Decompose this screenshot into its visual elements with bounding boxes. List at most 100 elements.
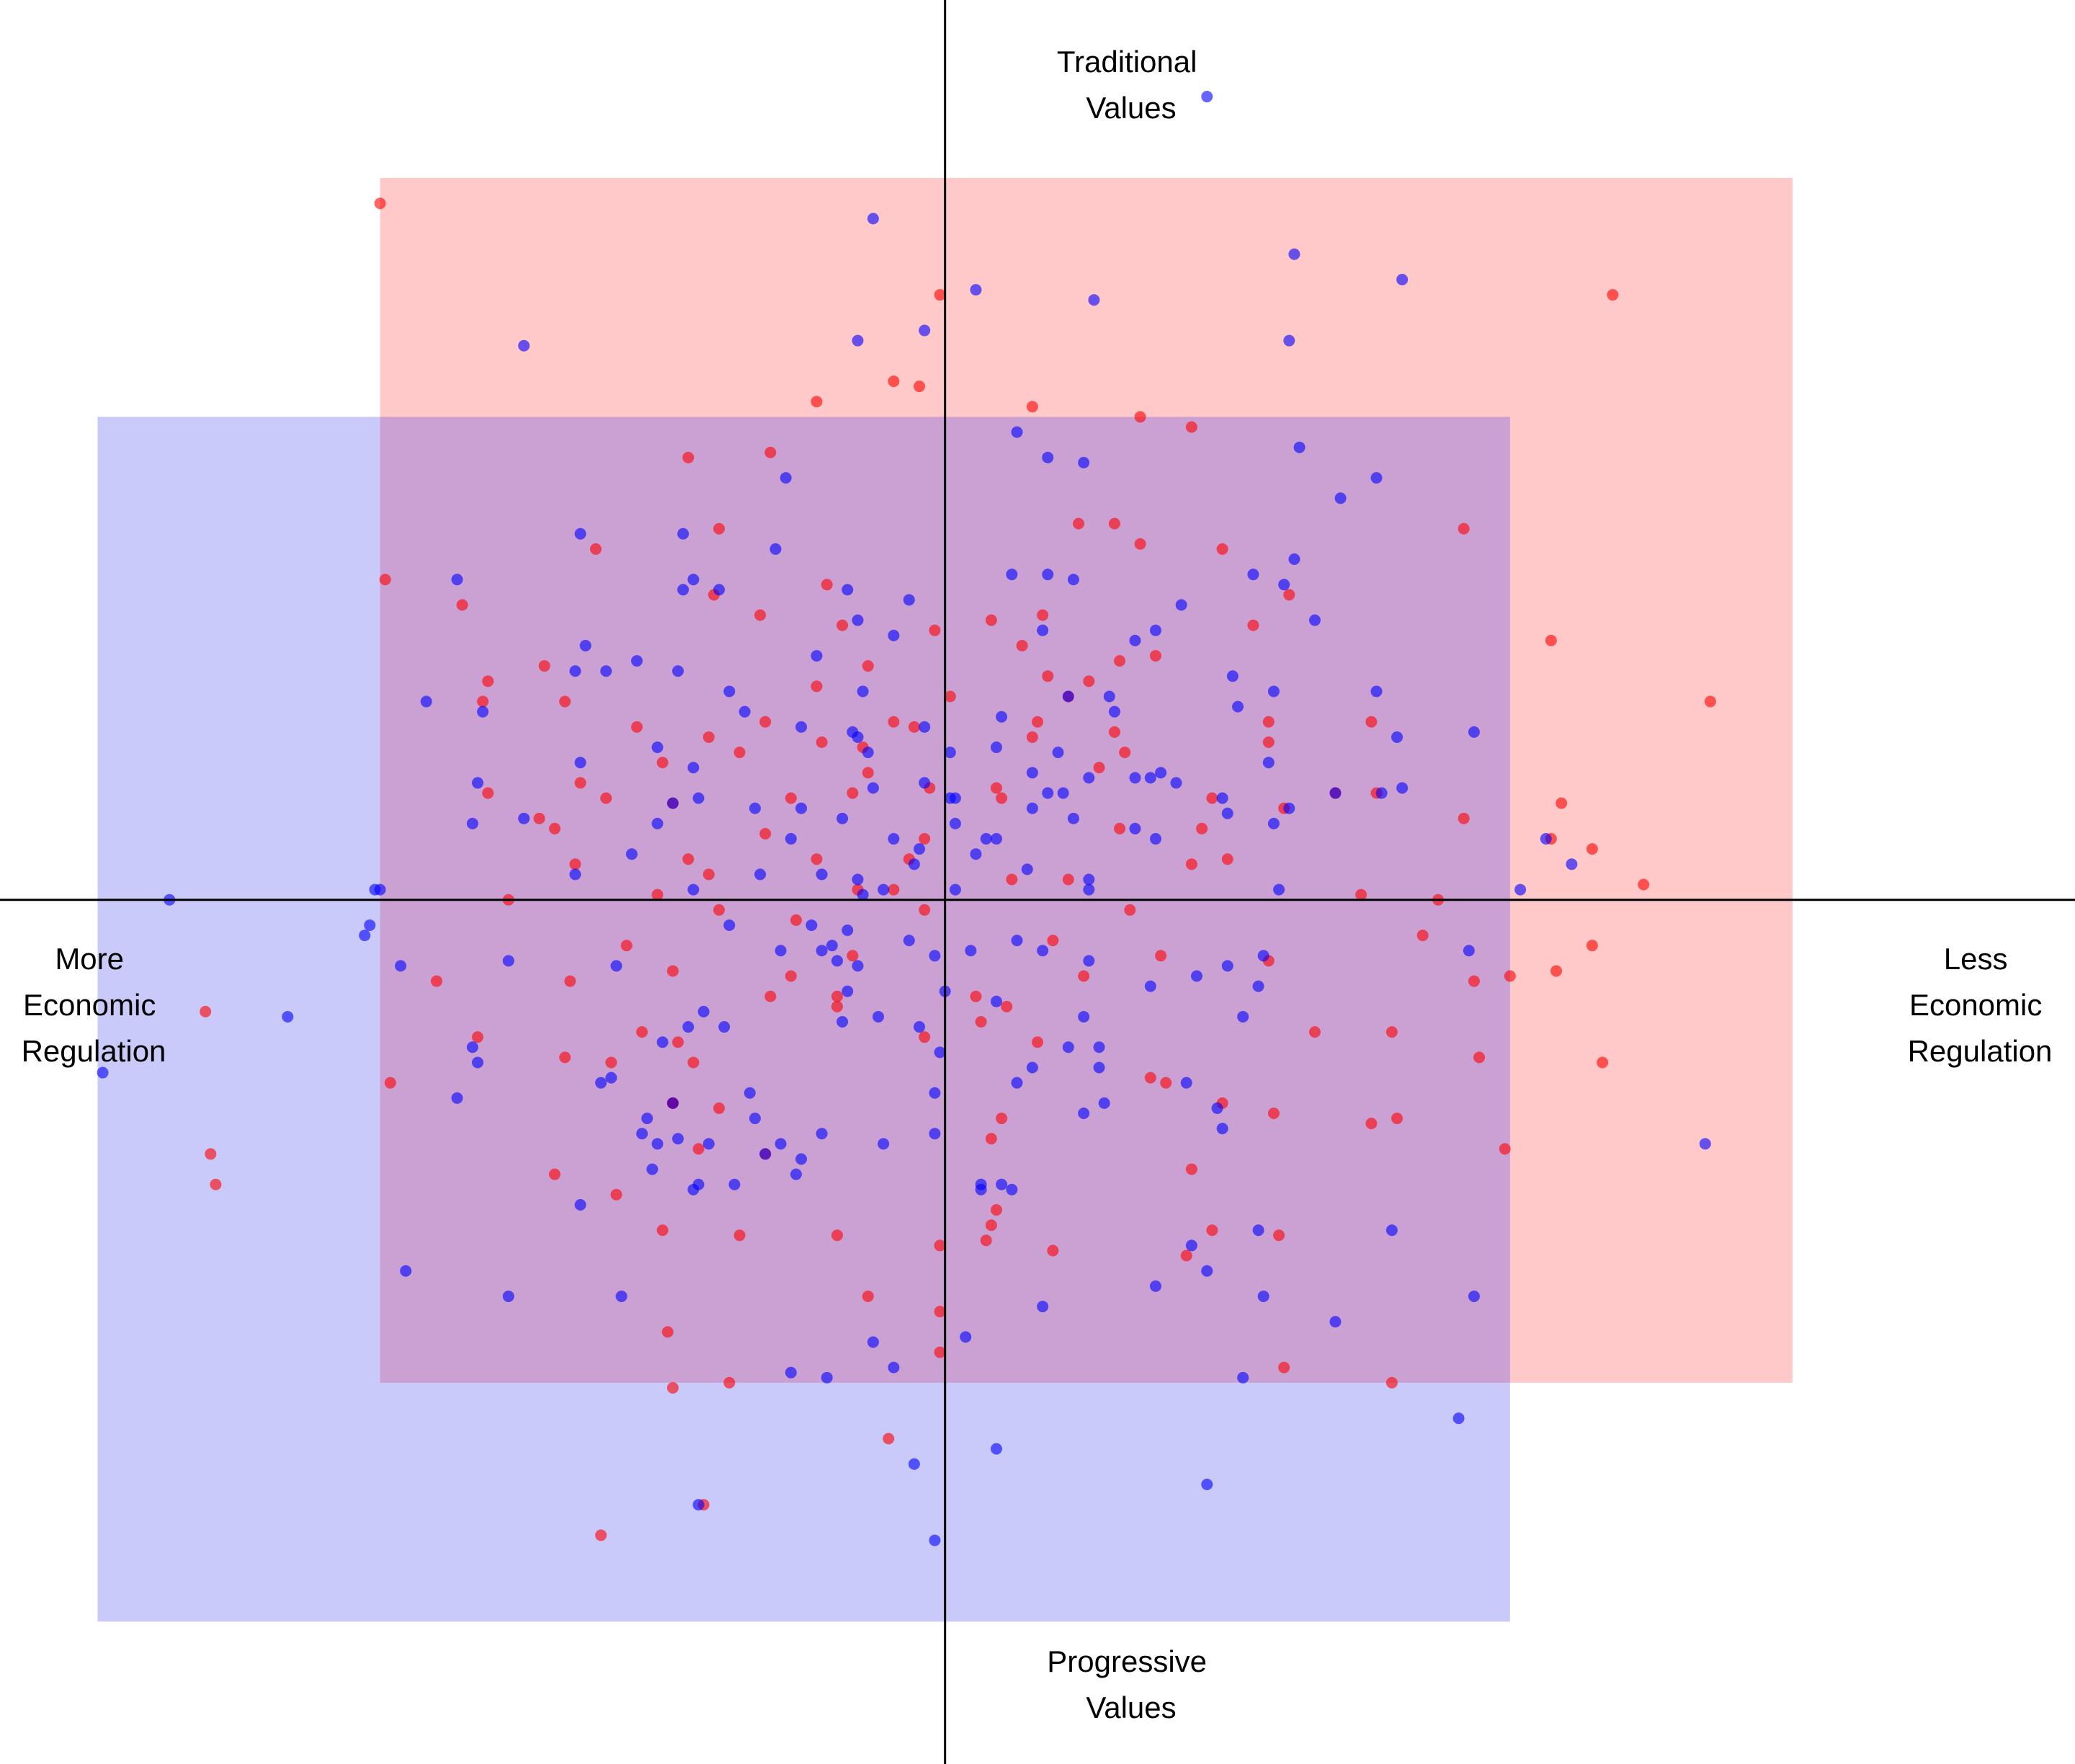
blue-point [1216, 1123, 1228, 1135]
blue-point [990, 741, 1002, 754]
red-point [811, 853, 823, 865]
red-point [811, 396, 823, 408]
blue-point [1078, 1010, 1090, 1023]
blue-point [1175, 599, 1187, 611]
blue-point [687, 1183, 700, 1195]
red-point [374, 197, 386, 210]
blue-point [960, 1331, 972, 1343]
red-point [980, 1234, 992, 1247]
blue-point [1257, 1290, 1269, 1302]
left-axis-label-line-2: Economic [23, 988, 156, 1022]
red-point [1247, 619, 1259, 631]
blue-point [518, 812, 530, 824]
red-point [1196, 822, 1208, 834]
blue-point [744, 1087, 756, 1099]
red-point [1206, 1224, 1218, 1237]
blue-point [502, 955, 514, 967]
red-point [1385, 1026, 1398, 1038]
red-point [1586, 843, 1598, 855]
red-point [785, 970, 797, 982]
blue-point [1149, 833, 1161, 845]
red-point [1062, 873, 1074, 886]
top-axis-label-line-2: Values [1086, 91, 1176, 125]
blue-point [826, 940, 838, 952]
red-point [538, 660, 550, 672]
red-point [831, 990, 843, 1002]
blue-point [451, 574, 463, 586]
blue-point [806, 919, 818, 931]
blue-point [651, 1138, 664, 1150]
red-point [759, 827, 772, 839]
red-point [759, 716, 772, 728]
blue-point [1011, 426, 1023, 438]
blue-point [990, 995, 1002, 1007]
red-point [1283, 589, 1295, 601]
red-point [1458, 522, 1470, 535]
blue-point [466, 1041, 478, 1054]
blue-point [1057, 787, 1069, 799]
blue-point [1042, 787, 1054, 799]
red-point [1016, 639, 1028, 651]
blue-point [1385, 1224, 1398, 1237]
red-point [1026, 401, 1038, 413]
blue-point [1190, 970, 1202, 982]
red-point [847, 950, 859, 962]
blue-point [1232, 700, 1244, 713]
blue-point [471, 777, 483, 789]
blue-point [852, 614, 864, 626]
blue-point [728, 1178, 741, 1190]
blue-point [754, 868, 767, 881]
red-point [1185, 858, 1197, 870]
blue-point [1252, 980, 1264, 992]
blue-point [466, 817, 478, 829]
red-point [1586, 940, 1598, 952]
blue-point [738, 705, 751, 718]
blue-point [1067, 812, 1079, 824]
blue-point [723, 919, 736, 931]
red-point [985, 614, 997, 626]
blue-point [718, 1021, 731, 1033]
blue-point [919, 777, 931, 789]
red-point [1391, 1113, 1404, 1125]
blue-point [1170, 777, 1182, 789]
blue-point [646, 1163, 659, 1175]
blue-point [816, 1128, 828, 1140]
red-point [790, 914, 802, 926]
blue-point [636, 1128, 648, 1140]
blue-point [569, 868, 581, 881]
blue-point [682, 1021, 695, 1033]
blue-point [1201, 91, 1213, 103]
blue-point [908, 858, 920, 870]
blue-point [1067, 574, 1079, 586]
blue-point [1011, 1077, 1023, 1089]
blue-point [1334, 492, 1347, 504]
blue-point [1283, 334, 1295, 347]
blue-point [400, 1265, 412, 1277]
blue-point [1566, 858, 1578, 870]
left-axis-label: More Economic Regulation [22, 942, 166, 1068]
blue-point [687, 762, 700, 774]
red-point [888, 716, 900, 728]
red-point [1047, 935, 1059, 947]
blue-point [996, 1178, 1008, 1190]
blue-point [944, 747, 956, 759]
blue-point [1226, 670, 1239, 682]
blue-point [518, 339, 530, 352]
blue-point [867, 782, 879, 794]
blue-point [671, 665, 684, 677]
blue-point [842, 584, 854, 596]
red-point [862, 1290, 874, 1302]
red-point [1638, 878, 1650, 891]
blue-point [944, 792, 956, 804]
red-point [630, 721, 643, 733]
red-point [1144, 1072, 1156, 1084]
red-point [1114, 822, 1126, 834]
red-point [934, 289, 946, 301]
blue-point [671, 1133, 684, 1145]
red-point [1047, 1244, 1059, 1257]
blue-point [1006, 1183, 1018, 1195]
red-point [1026, 731, 1038, 743]
red-point [666, 965, 679, 977]
red-point [589, 543, 602, 555]
